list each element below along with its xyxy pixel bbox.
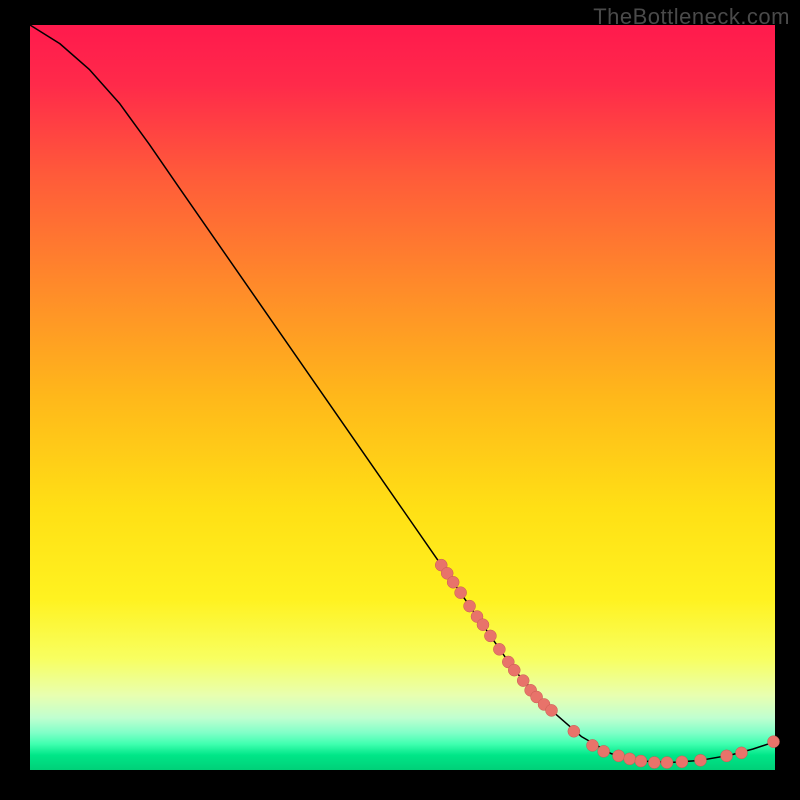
data-marker — [624, 753, 636, 765]
data-marker — [508, 664, 520, 676]
bottleneck-chart — [0, 0, 800, 800]
data-marker — [517, 675, 529, 687]
data-marker — [721, 750, 733, 762]
plot-background — [30, 25, 775, 770]
data-marker — [735, 747, 747, 759]
data-marker — [635, 755, 647, 767]
data-marker — [464, 600, 476, 612]
data-marker — [546, 704, 558, 716]
data-marker — [447, 576, 459, 588]
data-marker — [695, 754, 707, 766]
data-marker — [676, 756, 688, 768]
data-marker — [455, 587, 467, 599]
data-marker — [586, 739, 598, 751]
data-marker — [568, 725, 580, 737]
data-marker — [661, 757, 673, 769]
data-marker — [477, 619, 489, 631]
data-marker — [648, 757, 660, 769]
data-marker — [493, 643, 505, 655]
data-marker — [484, 630, 496, 642]
chart-container — [0, 0, 800, 800]
data-marker — [613, 750, 625, 762]
watermark-text: TheBottleneck.com — [593, 4, 790, 30]
data-marker — [768, 736, 780, 748]
data-marker — [598, 745, 610, 757]
